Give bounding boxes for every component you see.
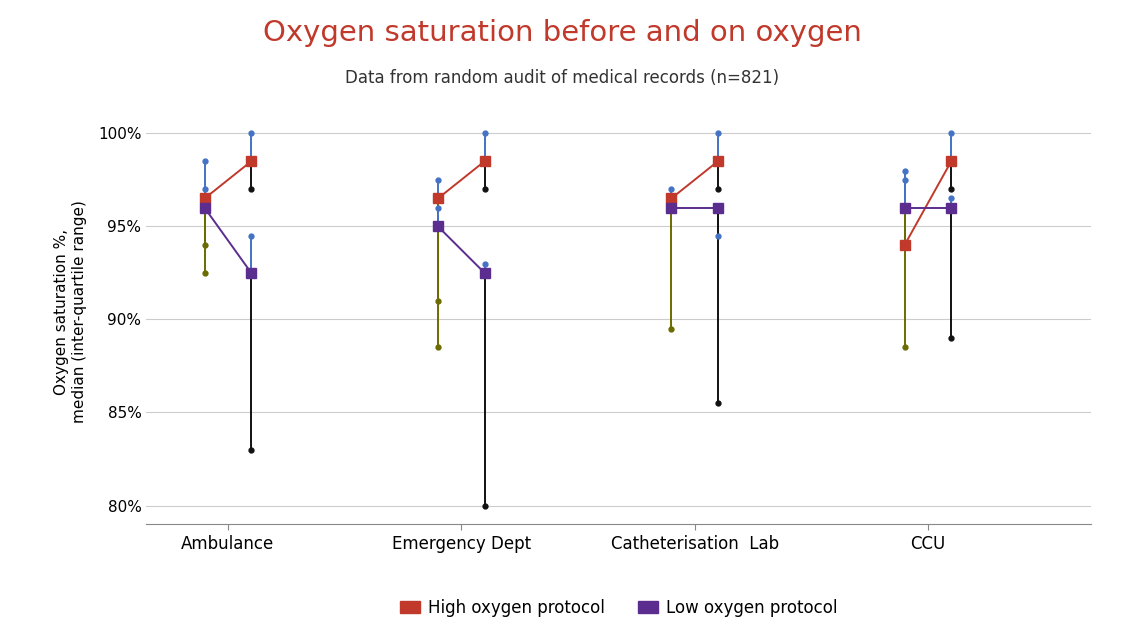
Legend: High oxygen protocol, Low oxygen protocol: High oxygen protocol, Low oxygen protoco… (393, 592, 845, 623)
Text: Data from random audit of medical records (n=821): Data from random audit of medical record… (345, 69, 780, 87)
Text: Oxygen saturation before and on oxygen: Oxygen saturation before and on oxygen (263, 19, 862, 47)
Y-axis label: Oxygen saturation %,
median (inter-quartile range): Oxygen saturation %, median (inter-quart… (54, 200, 87, 424)
